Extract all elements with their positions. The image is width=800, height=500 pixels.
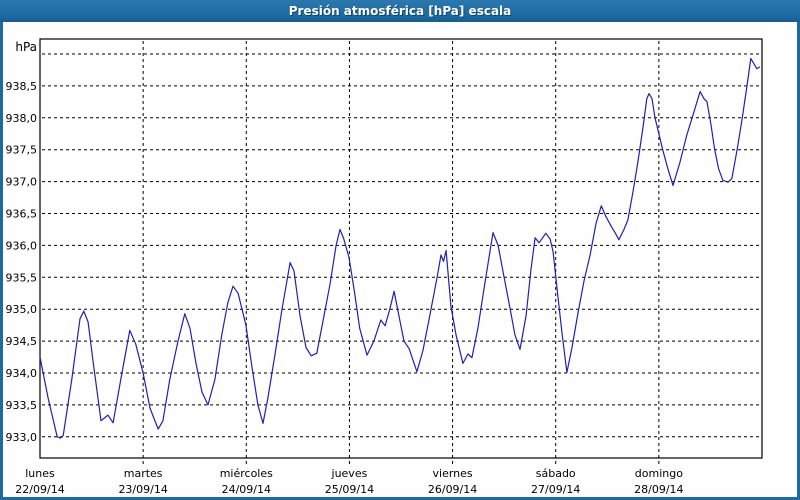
x-date-label: 22/09/14 [15, 483, 64, 496]
x-weekday-label: jueves [331, 467, 368, 480]
y-tick-label: 937,5 [6, 144, 38, 157]
window-title: Presión atmosférica [hPa] escala [0, 0, 800, 22]
y-tick-label: 934,0 [6, 367, 38, 380]
x-date-label: 26/09/14 [428, 483, 477, 496]
x-date-label: 25/09/14 [325, 483, 374, 496]
x-weekday-label: martes [124, 467, 163, 480]
y-tick-label: 938,5 [6, 80, 38, 93]
y-tick-label: 935,0 [6, 303, 38, 316]
y-tick-label: 938,0 [6, 112, 38, 125]
x-weekday-label: domingo [635, 467, 683, 480]
y-tick-label: 933,0 [6, 431, 38, 444]
x-weekday-label: viernes [433, 467, 473, 480]
y-tick-label: 937,0 [6, 176, 38, 189]
x-weekday-label: sábado [536, 467, 576, 480]
pressure-series-line [39, 57, 761, 439]
y-tick-label: 933,5 [6, 399, 38, 412]
y-tick-label: 935,5 [6, 271, 38, 284]
x-weekday-label: miércoles [220, 467, 273, 480]
chart-canvas-background [3, 22, 797, 497]
x-date-label: 27/09/14 [531, 483, 580, 496]
y-axis-unit-label: hPa [15, 40, 37, 54]
x-date-label: 28/09/14 [634, 483, 683, 496]
plot-border [39, 38, 763, 459]
x-date-label: 24/09/14 [222, 483, 271, 496]
x-weekday-label: lunes [25, 467, 55, 480]
x-date-label: 23/09/14 [118, 483, 167, 496]
y-tick-label: 936,5 [6, 208, 38, 221]
y-tick-label: 936,0 [6, 239, 38, 252]
y-tick-label: 934,5 [6, 335, 38, 348]
